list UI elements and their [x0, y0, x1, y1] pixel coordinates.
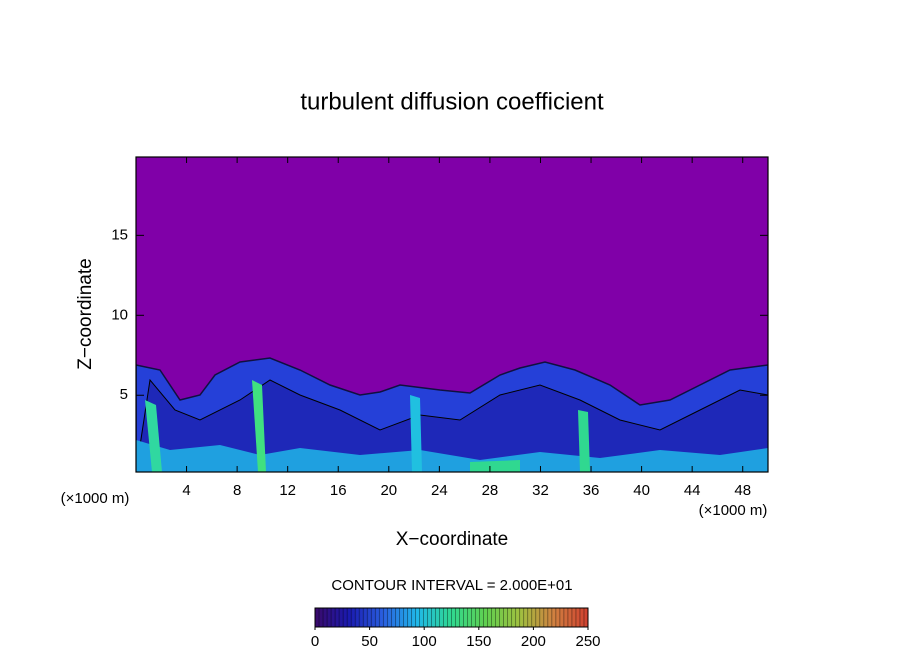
plume — [410, 395, 422, 472]
x-unit-label: (×1000 m) — [61, 490, 130, 507]
x-tick-label: 40 — [633, 482, 650, 499]
plot-frame — [135, 156, 769, 473]
colorbar-tick-label: 50 — [361, 633, 378, 650]
x-tick-label: 32 — [532, 482, 549, 499]
colorbar-tick-label: 0 — [311, 633, 319, 650]
x-tick-label: 44 — [684, 482, 701, 499]
x-tick-label: 16 — [330, 482, 347, 499]
colorbar-tick-label: 250 — [575, 633, 600, 650]
plume — [470, 460, 520, 472]
x-tick-label: 28 — [482, 482, 499, 499]
x-tick-label: 4 — [182, 482, 190, 499]
y-tick-label: 15 — [111, 226, 128, 243]
y-tick-label: 5 — [120, 386, 128, 403]
y-tick-label: 10 — [111, 306, 128, 323]
plume — [145, 400, 162, 472]
x-tick-label: 36 — [583, 482, 600, 499]
inner-layer — [136, 378, 768, 472]
plume — [578, 410, 590, 472]
plume — [252, 380, 266, 472]
contour-field — [136, 157, 768, 472]
chart-title: turbulent diffusion coefficient — [300, 88, 604, 115]
x-unit-label: (×1000 m) — [699, 502, 768, 519]
x-axis-label: X−coordinate — [396, 529, 509, 550]
colorbar-tick-label: 100 — [412, 633, 437, 650]
colorbar-tick-label: 150 — [466, 633, 491, 650]
x-tick-label: 24 — [431, 482, 448, 499]
x-tick-label: 20 — [380, 482, 397, 499]
x-tick-label: 8 — [233, 482, 241, 499]
colorbar-tick-label: 200 — [521, 633, 546, 650]
annotation: CONTOUR INTERVAL = 2.000E+01 — [331, 577, 572, 594]
x-tick-label: 48 — [734, 482, 751, 499]
y-axis-label: Z−coordinate — [75, 258, 96, 369]
surface-layer — [136, 440, 768, 472]
x-tick-label: 12 — [279, 482, 296, 499]
